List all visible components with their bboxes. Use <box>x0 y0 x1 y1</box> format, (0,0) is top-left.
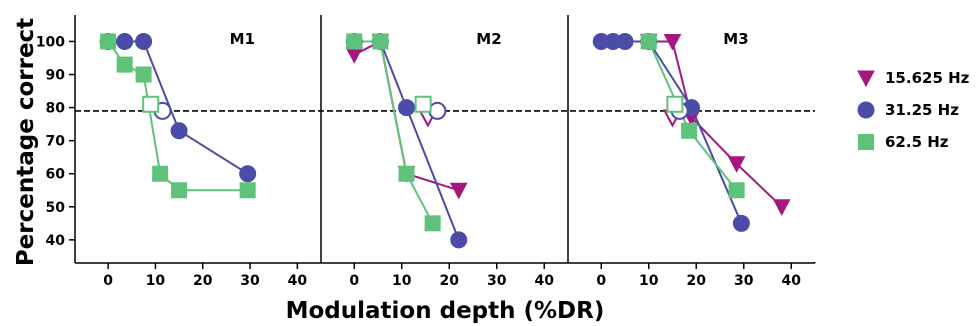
x-tick-label: 10 <box>146 273 166 289</box>
x-tick-label: 0 <box>349 273 359 289</box>
data-point <box>640 33 657 50</box>
x-tick-label: 30 <box>487 273 507 289</box>
threshold-marker <box>428 101 447 120</box>
data-point <box>732 214 750 232</box>
legend-marker <box>858 134 874 150</box>
legend-marker <box>857 101 875 119</box>
data-point <box>152 165 169 182</box>
x-tick-label: 30 <box>240 273 260 289</box>
data-point <box>135 66 152 83</box>
data-point <box>116 56 133 73</box>
y-tick-label: 70 <box>46 134 66 150</box>
data-point <box>727 156 746 173</box>
data-point <box>728 182 745 199</box>
data-point <box>681 122 698 139</box>
series-line <box>354 40 460 241</box>
data-point <box>346 33 363 50</box>
x-tick-label: 0 <box>596 273 606 289</box>
y-tick-label: 80 <box>46 101 66 117</box>
panel-label: M3 <box>723 30 748 48</box>
x-tick-label: 20 <box>687 273 707 289</box>
x-tick-label: 40 <box>288 273 308 289</box>
threshold-marker <box>414 95 432 113</box>
legend-marker <box>857 70 875 88</box>
series-line <box>648 40 783 208</box>
x-tick-label: 40 <box>782 273 802 289</box>
x-tick-label: 20 <box>193 273 213 289</box>
y-tick-label: 40 <box>46 233 66 249</box>
series-line <box>601 40 743 224</box>
legend: 15.625 Hz 31.25 Hz 62.5 Hz <box>857 69 970 151</box>
y-tick-label: 60 <box>46 167 66 183</box>
x-tick-label: 30 <box>734 273 754 289</box>
data-point <box>100 33 117 50</box>
data-point <box>239 165 257 183</box>
data-point <box>135 32 153 50</box>
data-point <box>372 33 389 50</box>
x-tick-label: 10 <box>392 273 412 289</box>
data-point <box>450 231 468 249</box>
data-point <box>398 99 415 117</box>
threshold-marker <box>666 95 684 113</box>
data-point <box>116 32 134 50</box>
data-point <box>170 122 188 140</box>
plot-area: 40 50 60 70 80 90 100 0 10 20 30 40 M1 0 10 20 30 40 M2 0 10… <box>36 15 816 289</box>
data-point <box>239 182 256 199</box>
data-point <box>398 165 415 182</box>
data-point <box>616 32 634 50</box>
series-line <box>354 40 434 224</box>
legend-label: 31.25 Hz <box>885 101 959 119</box>
x-tick-label: 10 <box>639 273 659 289</box>
panel-label: M2 <box>476 30 501 48</box>
x-tick-label: 0 <box>103 273 113 289</box>
y-tick-label: 50 <box>46 200 66 216</box>
y-tick-label: 90 <box>46 68 66 84</box>
x-tick-label: 20 <box>440 273 460 289</box>
x-tick-label: 40 <box>535 273 555 289</box>
x-axis-title: Modulation depth (%DR) <box>286 298 605 324</box>
y-axis-title: Percentage correct <box>13 18 39 266</box>
threshold-marker <box>142 95 160 113</box>
data-point <box>663 33 682 51</box>
panel-label: M1 <box>230 30 255 48</box>
data-point <box>171 182 188 199</box>
legend-label: 15.625 Hz <box>885 69 970 87</box>
data-point <box>424 215 441 232</box>
data-point <box>449 182 468 200</box>
y-tick-label: 100 <box>36 34 65 50</box>
data-point <box>772 199 791 216</box>
legend-label: 62.5 Hz <box>885 133 949 151</box>
